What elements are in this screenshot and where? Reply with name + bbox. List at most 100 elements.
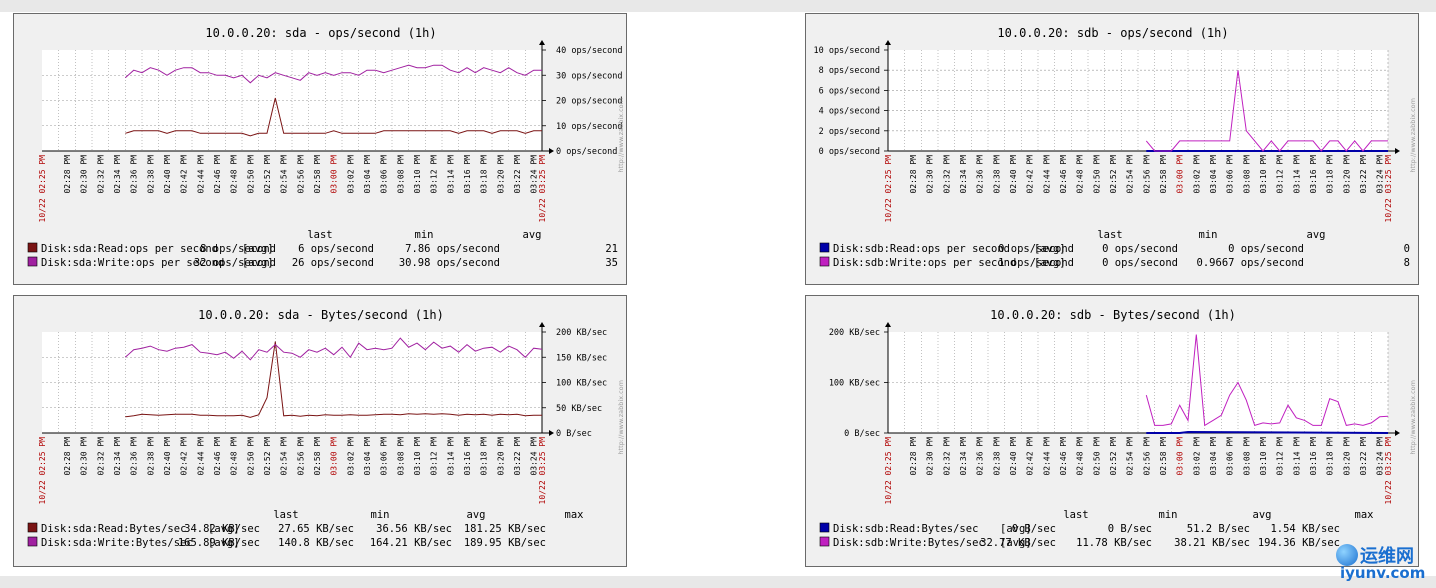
x-tick-label: 02:50 PM (246, 155, 255, 194)
x-tick-label: 03:16 PM (463, 155, 472, 194)
x-tick-label: 02:32 PM (942, 437, 951, 476)
legend-header-min: min (371, 509, 390, 521)
y-tick-label: 200 KB/sec (829, 328, 880, 338)
legend-max: 1.54 KB/sec (1270, 523, 1340, 535)
x-tick-label: 03:10 PM (1259, 437, 1268, 476)
x-tick-label: 02:44 PM (1042, 437, 1051, 476)
y-tick-label: 0 B/sec (844, 429, 880, 439)
x-tick-label: 03:22 PM (513, 155, 522, 194)
x-tick-label: 02:32 PM (942, 155, 951, 194)
x-tick-label: 02:50 PM (1092, 437, 1101, 476)
y-tick-label: 10 ops/second (813, 46, 880, 56)
legend-swatch (819, 242, 830, 253)
x-axis-arrow (1395, 430, 1400, 436)
legend-header-min: min (1199, 229, 1218, 241)
x-tick-label: 02:30 PM (926, 155, 935, 194)
legend-header-max: max (565, 509, 584, 521)
series-line-write (124, 337, 543, 361)
x-tick-label: 03:06 PM (380, 155, 389, 194)
legend-series-name: Disk:sdb:Read:ops per second (833, 243, 1010, 255)
x-tick-label: 03:04 PM (363, 155, 372, 194)
watermark-bottom: iyunv.com (1340, 564, 1426, 582)
x-tick-label: 03:00 PM (1176, 437, 1185, 476)
x-tick-label: 02:40 PM (163, 155, 172, 194)
y-tick-label: 4 ops/second (819, 107, 880, 117)
x-tick-label: 03:18 PM (1326, 437, 1335, 476)
legend-header-avg: avg (523, 229, 542, 241)
series-line-write (1145, 334, 1389, 427)
x-tick-label: 03:04 PM (1209, 437, 1218, 476)
x-tick-label: 03:24 PM (1376, 437, 1385, 476)
watermark-logo: 运维网 iyunv.com (1336, 540, 1436, 588)
x-tick-label: 03:04 PM (363, 437, 372, 476)
legend-swatch (819, 522, 830, 533)
legend-series-name: Disk:sda:Write:Bytes/sec (41, 537, 193, 549)
x-tick-label: 03:18 PM (1326, 155, 1335, 194)
x-tick-label: 02:44 PM (196, 155, 205, 194)
graph-panel-sdb-bytes: 10.0.0.20: sdb - Bytes/second (1h) 10/22 … (805, 295, 1419, 567)
x-tick-label: 03:14 PM (1292, 155, 1301, 194)
legend-min: 11.78 KB/sec (1076, 537, 1152, 549)
chart-title: 10.0.0.20: sdb - Bytes/second (1h) (990, 308, 1236, 322)
legend-max: 194.36 KB/sec (1258, 537, 1340, 549)
legend-series-name: Disk:sda:Write:ops per second (41, 257, 224, 269)
x-tick-label-start: 10/22 02:25 PM (884, 155, 893, 223)
y-tick-label: 10 ops/second (556, 122, 623, 132)
x-tick-label: 03:08 PM (1242, 155, 1251, 194)
legend-agg: [avg] (1000, 537, 1032, 549)
legend-max: 35 (605, 257, 618, 269)
x-tick-label: 03:24 PM (530, 155, 539, 194)
series-line-read (125, 97, 542, 137)
x-tick-label: 02:44 PM (196, 437, 205, 476)
y-tick-label: 0 B/sec (556, 429, 592, 439)
x-tick-label: 03:12 PM (1276, 155, 1285, 194)
legend-swatch (819, 256, 830, 267)
legend-header-last: last (1097, 229, 1122, 241)
legend-header-last: last (273, 509, 298, 521)
x-tick-label: 02:34 PM (113, 155, 122, 194)
legend-swatch (27, 522, 38, 533)
x-tick-label: 03:20 PM (496, 437, 505, 476)
x-tick-label: 02:36 PM (976, 155, 985, 194)
series-line-read (1146, 430, 1389, 434)
x-tick-label: 03:24 PM (530, 437, 539, 476)
chart-title: 10.0.0.20: sda - ops/second (1h) (205, 26, 436, 40)
x-tick-label: 02:42 PM (180, 437, 189, 476)
x-tick-label: 02:30 PM (926, 437, 935, 476)
generated-by-vertical: http://www.zabbix.com (1409, 380, 1417, 455)
x-tick-label: 03:16 PM (1309, 155, 1318, 194)
x-tick-label: 02:40 PM (1009, 155, 1018, 194)
legend-last: 32.77 KB/sec (980, 537, 1056, 549)
legend-agg: [avg] (208, 537, 240, 549)
x-tick-label: 02:56 PM (1142, 155, 1151, 194)
x-tick-label: 03:00 PM (330, 437, 339, 476)
legend-last: 0 B/sec (1012, 523, 1056, 535)
legend-header-avg: avg (1307, 229, 1326, 241)
series-line-write (1145, 70, 1388, 152)
legend-avg: 0.9667 ops/second (1197, 257, 1304, 269)
x-tick-label: 02:38 PM (992, 155, 1001, 194)
legend-min: 6 ops/second (298, 243, 374, 255)
y-tick-label: 40 ops/second (556, 46, 623, 56)
watermark-top: 运维网 (1360, 546, 1414, 567)
x-tick-label: 02:52 PM (1109, 155, 1118, 194)
legend-avg: 51.2 B/sec (1187, 523, 1250, 535)
chart-svg: 10.0.0.20: sda - ops/second (1h) 10/22 02… (27, 26, 625, 269)
y-tick-label: 6 ops/second (819, 86, 880, 96)
x-tick-label: 02:58 PM (313, 437, 322, 476)
x-tick-label: 02:28 PM (909, 155, 918, 194)
x-tick-label: 02:36 PM (130, 437, 139, 476)
x-tick-label: 03:16 PM (1309, 437, 1318, 476)
legend-avg: 38.21 KB/sec (1174, 537, 1250, 549)
x-tick-label: 03:20 PM (1342, 437, 1351, 476)
series-line-read (125, 341, 542, 418)
x-tick-label: 02:40 PM (1009, 437, 1018, 476)
x-tick-label: 02:42 PM (1026, 437, 1035, 476)
x-tick-label: 02:36 PM (976, 437, 985, 476)
x-tick-label: 03:06 PM (1226, 437, 1235, 476)
x-tick-label: 03:22 PM (513, 437, 522, 476)
x-tick-label: 02:38 PM (146, 155, 155, 194)
x-axis-arrow (1395, 148, 1400, 154)
x-tick-label: 02:28 PM (63, 437, 72, 476)
y-axis-arrow (885, 322, 891, 327)
